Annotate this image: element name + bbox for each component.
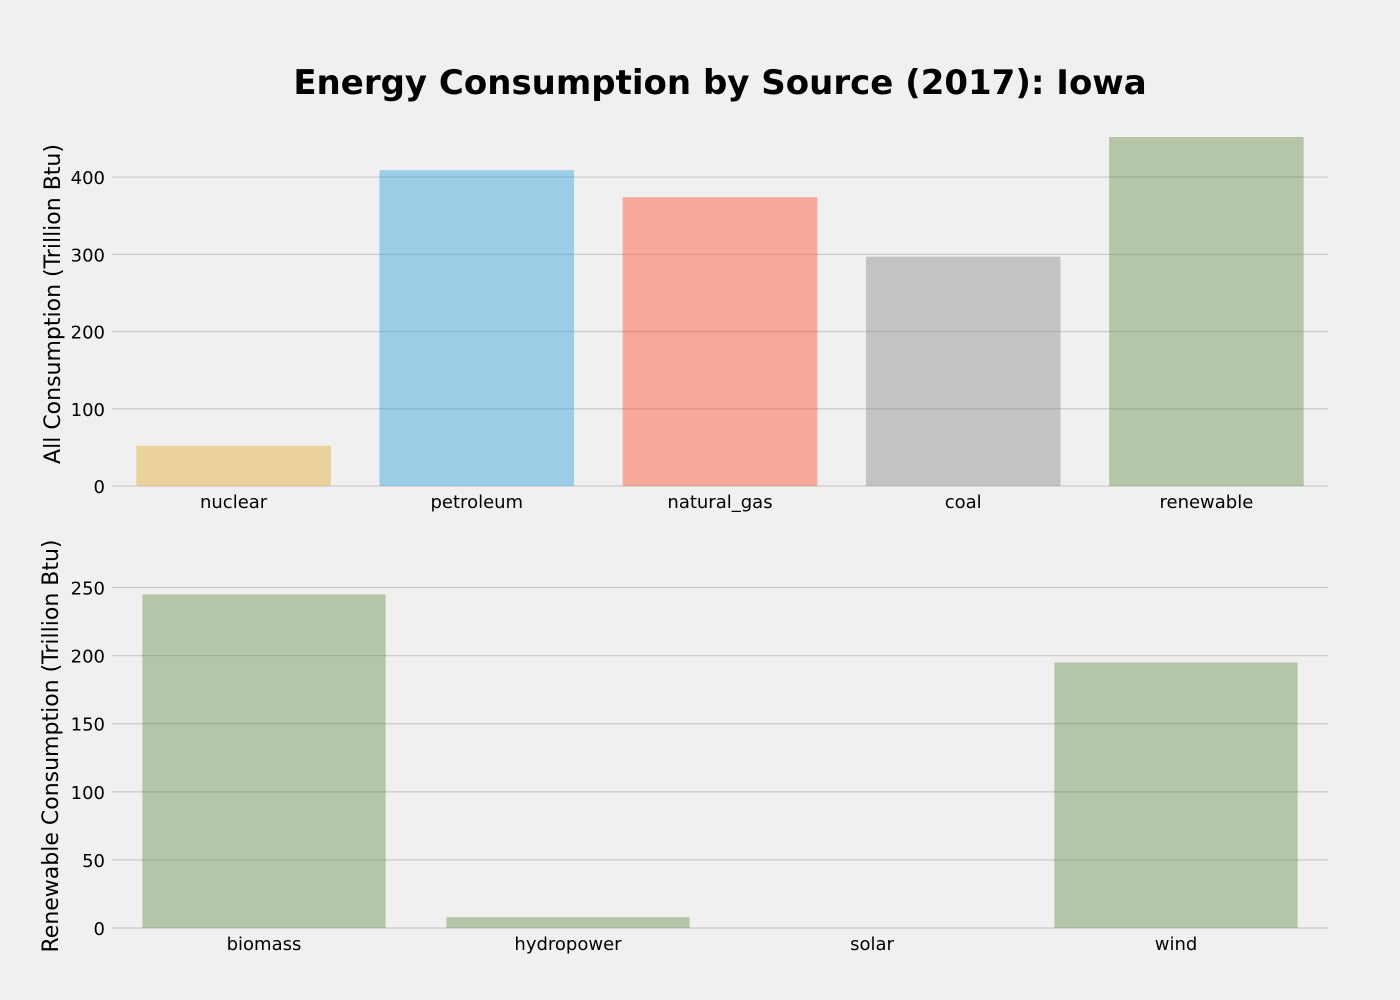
bar-nuclear	[136, 445, 331, 486]
x-tick-label-solar: solar	[850, 934, 894, 955]
y-tick-label-renewable-1: 50	[82, 851, 105, 872]
bars-renewable-consumption	[142, 594, 1298, 928]
y-tick-label-renewable-4: 200	[71, 647, 105, 668]
y-tick-label-all-2: 200	[71, 323, 105, 344]
bar-biomass	[142, 594, 386, 928]
bar-renewable	[1109, 137, 1304, 486]
grid-renewable-consumption	[112, 586, 1328, 929]
x-ticks-renewable-consumption: biomass hydropower solar wind	[227, 934, 1198, 955]
x-tick-label-biomass: biomass	[227, 934, 302, 955]
x-tick-label-nuclear: nuclear	[200, 492, 268, 513]
y-tick-label-renewable-5: 250	[71, 579, 105, 600]
grid-all-consumption	[112, 176, 1328, 487]
bar-wind	[1054, 662, 1298, 928]
x-tick-label-natural-gas: natural_gas	[667, 492, 772, 513]
chart-renewable-consumption: 0 50 100 150 200 250 biomass hydropower solar wi…	[39, 539, 1328, 955]
x-tick-label-renewable: renewable	[1159, 492, 1253, 513]
bar-hydropower	[446, 917, 690, 928]
bar-petroleum	[379, 170, 575, 486]
y-ticks-all-consumption: 0 100 200 300 400	[71, 168, 105, 498]
y-tick-label-all-3: 300	[71, 245, 105, 266]
x-tick-label-petroleum: petroleum	[431, 492, 524, 513]
y-ticks-renewable-consumption: 0 50 100 150 200 250	[71, 579, 105, 940]
chart-all-consumption: 0 100 200 300 400 nuclear petroleum natural_ga…	[41, 137, 1328, 513]
x-ticks-all-consumption: nuclear petroleum natural_gas coal renewable	[200, 492, 1253, 513]
y-tick-label-all-1: 100	[71, 400, 105, 421]
y-tick-label-renewable-0: 0	[94, 919, 105, 940]
x-tick-label-coal: coal	[945, 492, 982, 513]
y-tick-label-renewable-2: 100	[71, 783, 105, 804]
bar-natural-gas	[622, 197, 818, 487]
y-axis-label-renewable-consumption: Renewable Consumption (Trillion Btu)	[39, 539, 64, 952]
y-tick-label-all-4: 400	[71, 168, 105, 189]
bars-all-consumption	[136, 137, 1304, 487]
x-tick-label-wind: wind	[1155, 934, 1198, 955]
y-tick-label-all-0: 0	[94, 477, 105, 498]
chart-title: Energy Consumption by Source (2017): Iow…	[293, 63, 1146, 103]
x-tick-label-hydropower: hydropower	[514, 934, 622, 955]
y-axis-label-all-consumption: All Consumption (Trillion Btu)	[41, 144, 66, 464]
y-tick-label-renewable-3: 150	[71, 715, 105, 736]
bar-coal	[865, 256, 1061, 486]
